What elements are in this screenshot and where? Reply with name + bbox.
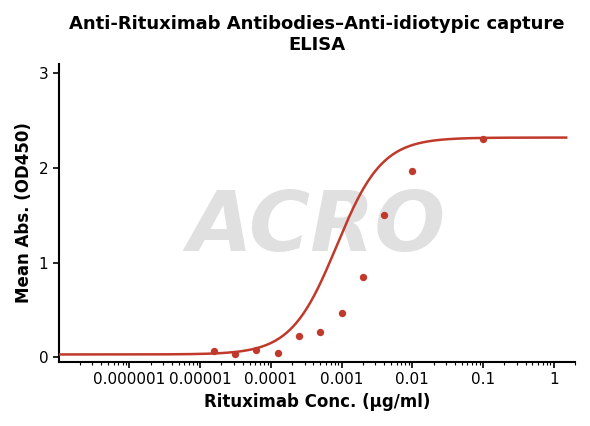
X-axis label: Rituximab Conc. (μg/ml): Rituximab Conc. (μg/ml): [204, 393, 430, 411]
Point: [379, 212, 389, 219]
Point: [358, 273, 368, 280]
Point: [337, 309, 346, 316]
Point: [408, 167, 417, 174]
Y-axis label: Mean Abs. (OD450): Mean Abs. (OD450): [15, 122, 33, 303]
Title: Anti-Rituximab Antibodies–Anti-idiotypic capture
ELISA: Anti-Rituximab Antibodies–Anti-idiotypic…: [69, 15, 565, 54]
Point: [273, 349, 283, 356]
Point: [252, 346, 261, 353]
Point: [231, 351, 240, 358]
Point: [209, 347, 218, 354]
Text: ACRO: ACRO: [188, 187, 446, 268]
Point: [316, 328, 325, 335]
Point: [478, 136, 488, 143]
Point: [294, 333, 304, 340]
